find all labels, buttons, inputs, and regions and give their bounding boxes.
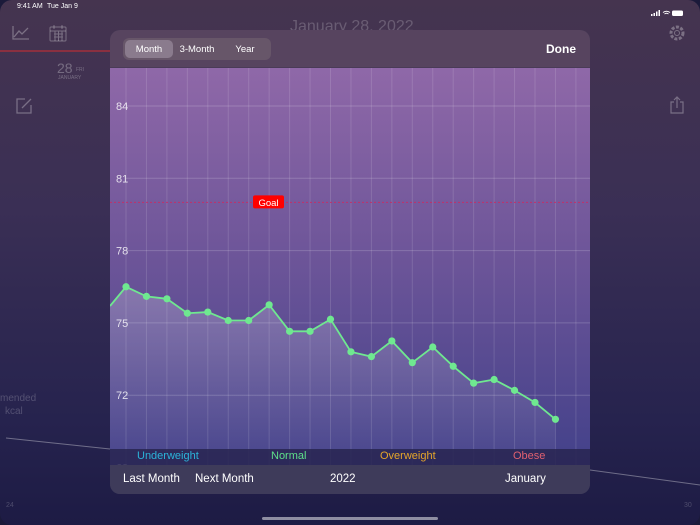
share-icon[interactable] [670, 96, 684, 119]
data-point[interactable] [204, 308, 212, 316]
goal-badge [253, 195, 284, 209]
weight-chart-modal: Month 3-Month Year Done 848178757269Goal… [110, 30, 590, 494]
data-point[interactable] [429, 343, 437, 351]
y-tick-label: 84 [116, 101, 128, 113]
month-label: JANUARY [58, 75, 82, 81]
axis-left-label: 24 [6, 502, 14, 509]
data-point[interactable] [183, 309, 191, 317]
period-segmented-control: Month 3-Month Year [123, 38, 271, 60]
data-point[interactable] [449, 362, 457, 370]
data-point[interactable] [265, 301, 273, 309]
legend-obese: Obese [513, 450, 546, 462]
data-point[interactable] [510, 386, 519, 394]
day-number: 28 [57, 60, 73, 76]
data-point[interactable] [531, 398, 539, 407]
data-point[interactable] [245, 316, 253, 325]
data-point[interactable] [470, 379, 478, 387]
data-point[interactable] [408, 359, 416, 367]
data-point[interactable] [551, 415, 560, 423]
trend-chart-icon[interactable] [12, 25, 30, 46]
segment-year[interactable]: Year [235, 43, 255, 55]
y-tick-label: 81 [116, 173, 128, 185]
segment-month[interactable]: Month [125, 40, 173, 58]
data-point[interactable] [367, 353, 375, 361]
data-point[interactable] [326, 315, 335, 323]
recommended-text: mended [0, 393, 37, 404]
data-point[interactable] [490, 375, 498, 384]
modal-footer: Last Month Next Month 2022 January [110, 465, 590, 494]
next-month-button[interactable]: Next Month [195, 473, 254, 485]
legend-normal: Normal [271, 450, 307, 462]
day-name: FRI [76, 67, 85, 73]
axis-right-label: 30 [684, 502, 692, 509]
goal-label: Goal [258, 198, 278, 209]
bmi-legend: Underweight Normal Overweight Obese [110, 449, 590, 465]
data-point[interactable] [142, 292, 151, 300]
gear-icon[interactable] [668, 24, 686, 47]
status-date: Tue Jan 9 [47, 3, 78, 10]
home-indicator [262, 517, 438, 520]
selected-day-indicator [0, 50, 110, 52]
data-point[interactable] [224, 316, 232, 325]
data-point[interactable] [388, 337, 396, 345]
modal-header: Month 3-Month Year Done [110, 30, 590, 68]
data-point[interactable] [306, 327, 314, 335]
done-button[interactable]: Done [546, 42, 576, 56]
compose-icon[interactable] [16, 98, 32, 119]
legend-overweight: Overweight [380, 450, 436, 462]
data-point[interactable] [347, 348, 355, 356]
series-area [110, 286, 556, 465]
data-point[interactable] [286, 327, 294, 335]
data-point[interactable] [122, 283, 130, 291]
y-tick-label: 78 [116, 246, 128, 258]
status-time: 9:41 AM [17, 3, 43, 10]
year-label: 2022 [330, 473, 356, 485]
data-point[interactable] [163, 295, 171, 303]
last-month-button[interactable]: Last Month [123, 473, 180, 485]
kcal-text: kcal [5, 406, 23, 417]
legend-underweight: Underweight [137, 450, 199, 462]
month-label: January [505, 473, 546, 485]
calendar-icon[interactable] [49, 25, 67, 47]
weight-chart: 848178757269Goal [110, 68, 590, 465]
status-icons [651, 4, 685, 16]
segment-3-month[interactable]: 3-Month [179, 43, 215, 55]
